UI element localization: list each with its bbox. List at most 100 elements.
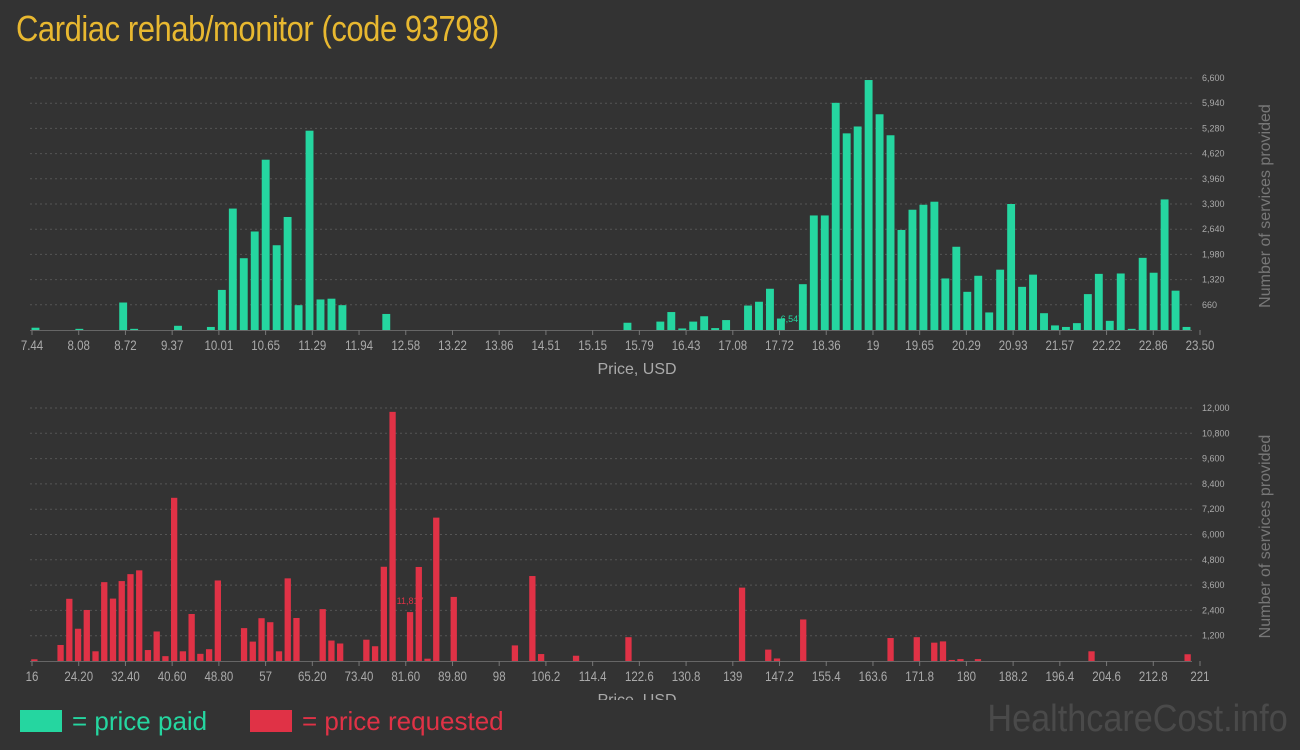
bar-requested	[275, 651, 283, 661]
bar-paid	[886, 135, 895, 330]
bar-paid	[338, 305, 347, 330]
x-tick-label: 7.44	[21, 337, 43, 353]
y-tick-label: 3,960	[1202, 174, 1225, 184]
x-tick-label: 15.79	[625, 337, 654, 353]
bar-paid	[875, 114, 884, 331]
bar-paid	[1029, 274, 1037, 330]
x-tick-label: 24.20	[64, 668, 93, 684]
bar-paid	[1182, 326, 1191, 330]
bar-paid	[239, 258, 248, 330]
x-tick-label: 21.57	[1045, 337, 1074, 353]
bar-requested	[913, 637, 920, 661]
bar-requested	[240, 628, 248, 661]
x-axis-title: Price, USD	[597, 361, 676, 378]
bar-requested	[66, 598, 73, 661]
legend-price-paid: = price paid	[20, 706, 207, 736]
bar-requested	[572, 655, 580, 661]
bar-requested	[974, 659, 982, 661]
legend-paid-label: = price paid	[72, 705, 208, 736]
bar-requested	[1088, 651, 1095, 661]
x-tick-label: 17.08	[718, 337, 747, 353]
x-tick-label: 13.86	[485, 337, 514, 353]
bar-requested	[136, 570, 143, 661]
page-title: Cardiac rehab/monitor (code 93798)	[16, 8, 499, 49]
x-tick-label: 15.15	[578, 337, 607, 353]
bar-paid	[776, 318, 785, 330]
bar-paid	[1083, 294, 1092, 330]
y-axis-title: Number of services provided	[1257, 104, 1274, 308]
x-tick-label: 16.43	[672, 337, 701, 353]
bar-requested	[450, 596, 457, 661]
bar-paid	[1061, 326, 1070, 330]
bar-requested	[171, 497, 178, 661]
bar-requested	[765, 649, 772, 661]
bar-paid	[305, 130, 314, 330]
bar-requested	[529, 576, 536, 661]
bar-requested	[118, 581, 125, 661]
bar-paid	[678, 328, 687, 330]
x-tick-label: 171.8	[905, 668, 934, 684]
chart-requested: 1,200 2,400 3,600 4,800 6,000 7,200 8,400 9,600…	[26, 403, 1274, 700]
bar-requested	[887, 638, 894, 661]
x-tick-label: 196.4	[1045, 668, 1074, 684]
x-tick-label: 89.80	[438, 668, 467, 684]
bar-paid	[31, 327, 40, 330]
x-tick-label: 139	[723, 668, 742, 684]
x-tick-label: 57	[259, 668, 272, 684]
bar-paid	[722, 320, 731, 330]
bar-paid	[755, 301, 763, 330]
x-tick-label: 204.6	[1092, 668, 1121, 684]
x-tick-label: 8.08	[68, 337, 90, 353]
y-tick-label: 3,300	[1202, 199, 1225, 209]
bar-requested	[284, 578, 291, 661]
bar-paid	[1094, 273, 1103, 330]
max-value-label: 6,547	[781, 314, 804, 324]
x-tick-label: 22.86	[1139, 337, 1168, 353]
y-tick-label: 660	[1202, 300, 1217, 310]
x-tick-label: 11.94	[345, 337, 373, 353]
bar-paid	[908, 209, 917, 330]
bar-paid	[700, 316, 709, 330]
bar-paid	[283, 216, 292, 330]
bar-paid	[382, 313, 391, 330]
bar-requested	[179, 651, 187, 661]
bar-requested	[188, 613, 195, 661]
legend-price-requested: = price requested	[250, 706, 504, 736]
bar-requested	[800, 619, 807, 661]
bar-paid	[744, 305, 752, 330]
bar-requested	[625, 637, 632, 661]
bar-paid	[996, 269, 1005, 330]
bar-paid	[1160, 199, 1169, 330]
y-tick-label: 1,320	[1202, 275, 1225, 285]
x-tick-label: 81.60	[391, 668, 420, 684]
bar-paid	[766, 288, 774, 330]
bar-paid	[864, 80, 873, 331]
bar-paid	[327, 298, 336, 330]
bar-paid	[1051, 325, 1059, 330]
y-tick-label: 9,600	[1202, 454, 1225, 464]
x-tick-label: 106.2	[532, 668, 561, 684]
bar-requested	[162, 656, 169, 661]
bar-requested	[319, 609, 326, 661]
bar-requested	[433, 517, 440, 661]
x-tick-label: 13.22	[438, 337, 467, 353]
bar-paid	[1007, 204, 1016, 330]
bar-paid	[250, 231, 259, 330]
x-tick-label: 22.22	[1092, 337, 1121, 353]
bar-requested	[537, 654, 545, 661]
y-tick-label: 2,640	[1202, 224, 1225, 234]
bar-requested	[371, 646, 379, 661]
bar-requested	[738, 587, 746, 661]
x-axis-title: Price, USD	[597, 692, 676, 700]
bar-requested	[127, 574, 134, 661]
x-tick-label: 130.8	[672, 668, 701, 684]
y-tick-label: 2,400	[1202, 605, 1225, 615]
legend-paid-swatch	[20, 710, 62, 732]
bar-paid	[1018, 286, 1027, 330]
x-tick-label: 212.8	[1139, 668, 1168, 684]
bar-paid	[842, 133, 851, 330]
bar-paid	[174, 325, 182, 330]
bar-requested	[380, 566, 387, 661]
x-tick-label: 163.6	[859, 668, 888, 684]
bar-paid	[294, 305, 303, 330]
